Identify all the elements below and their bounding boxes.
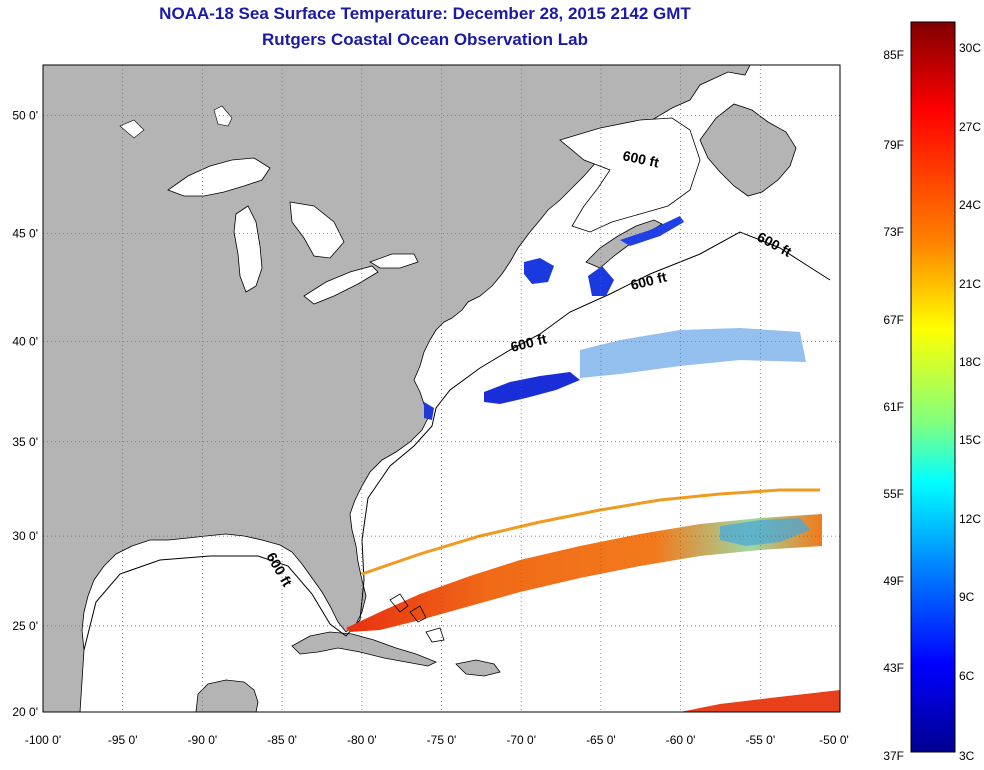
colorbar-c-label: 18C [959, 355, 981, 369]
depth-contour-600ft [83, 231, 831, 651]
longitude-tick-label: -70 0' [506, 733, 536, 747]
colorbar-c-label: 6C [959, 669, 975, 683]
sst-swath-cool-eddy [720, 518, 810, 546]
latitude-ticks: 20 0' 25 0' 30 0' 35 0' 40 0' 45 0' 50 0' [12, 109, 38, 719]
colorbar-c-label: 12C [959, 512, 981, 526]
lake-north [213, 105, 233, 127]
colorbar-c-label: 21C [959, 277, 981, 291]
lake-north-2 [119, 119, 145, 139]
longitude-tick-label: -55 0' [745, 733, 775, 747]
lake-ontario [369, 253, 419, 269]
longitude-tick-label: -75 0' [427, 733, 457, 747]
land-bahamas [389, 593, 445, 643]
map-title: NOAA-18 Sea Surface Temperature: Decembe… [159, 4, 691, 23]
longitude-tick-label: -90 0' [188, 733, 218, 747]
longitude-tick-label: -95 0' [108, 733, 138, 747]
colorbar-f-label: 43F [883, 661, 904, 675]
latitude-tick-label: 50 0' [12, 109, 38, 123]
contour-label: 600 ft [621, 147, 660, 170]
sst-swath-main [346, 514, 822, 632]
colorbar-f-label: 85F [883, 48, 904, 62]
longitude-tick-label: -65 0' [586, 733, 616, 747]
lake-erie [303, 265, 379, 305]
colorbar-c-label: 9C [959, 590, 975, 604]
latitude-tick-label: 30 0' [12, 529, 38, 543]
colorbar [910, 21, 956, 753]
colorbar-f-label: 61F [883, 400, 904, 414]
map-subtitle: Rutgers Coastal Ocean Observation Lab [262, 30, 588, 49]
latitude-tick-label: 25 0' [12, 619, 38, 633]
colorbar-fahrenheit-labels: 85F 79F 73F 67F 61F 55F 49F 43F 37F [883, 48, 904, 763]
longitude-tick-label: -85 0' [267, 733, 297, 747]
land-yucatan [195, 679, 259, 712]
longitude-tick-label: -80 0' [347, 733, 377, 747]
colorbar-c-label: 15C [959, 433, 981, 447]
land-hispaniola [455, 659, 501, 677]
lake-superior [167, 157, 271, 197]
colorbar-f-label: 79F [883, 138, 904, 152]
latitude-tick-label: 40 0' [12, 334, 38, 348]
colorbar-f-label: 67F [883, 313, 904, 327]
latitude-tick-label: 45 0' [12, 226, 38, 240]
sst-swath-thin [361, 488, 820, 576]
colorbar-celsius-labels: 30C 27C 24C 21C 18C 15C 12C 9C 6C 3C [959, 41, 981, 763]
longitude-tick-label: -100 0' [25, 733, 61, 747]
colorbar-f-label: 37F [883, 749, 904, 763]
land-north-america [43, 65, 751, 712]
colorbar-c-label: 27C [959, 120, 981, 134]
colorbar-c-label: 30C [959, 41, 981, 55]
lake-huron [289, 201, 345, 259]
colorbar-c-label: 24C [959, 198, 981, 212]
land-newfoundland [699, 103, 797, 197]
longitude-tick-label: -50 0' [819, 733, 849, 747]
colorbar-f-label: 49F [883, 574, 904, 588]
longitude-tick-label: -60 0' [666, 733, 696, 747]
latitude-tick-label: 20 0' [12, 705, 38, 719]
land-cuba [291, 631, 437, 667]
colorbar-f-label: 73F [883, 225, 904, 239]
gulf-st-lawrence [559, 117, 701, 233]
colorbar-c-label: 3C [959, 749, 975, 763]
latitude-tick-label: 35 0' [12, 435, 38, 449]
colorbar-f-label: 55F [883, 487, 904, 501]
lake-michigan [233, 205, 263, 293]
land-nova-scotia [585, 219, 663, 269]
longitude-ticks: -100 0' -95 0' -90 0' -85 0' -80 0' -75 0' -70… [25, 733, 849, 747]
sst-cold-patches [424, 216, 806, 420]
map-frame [42, 64, 841, 713]
